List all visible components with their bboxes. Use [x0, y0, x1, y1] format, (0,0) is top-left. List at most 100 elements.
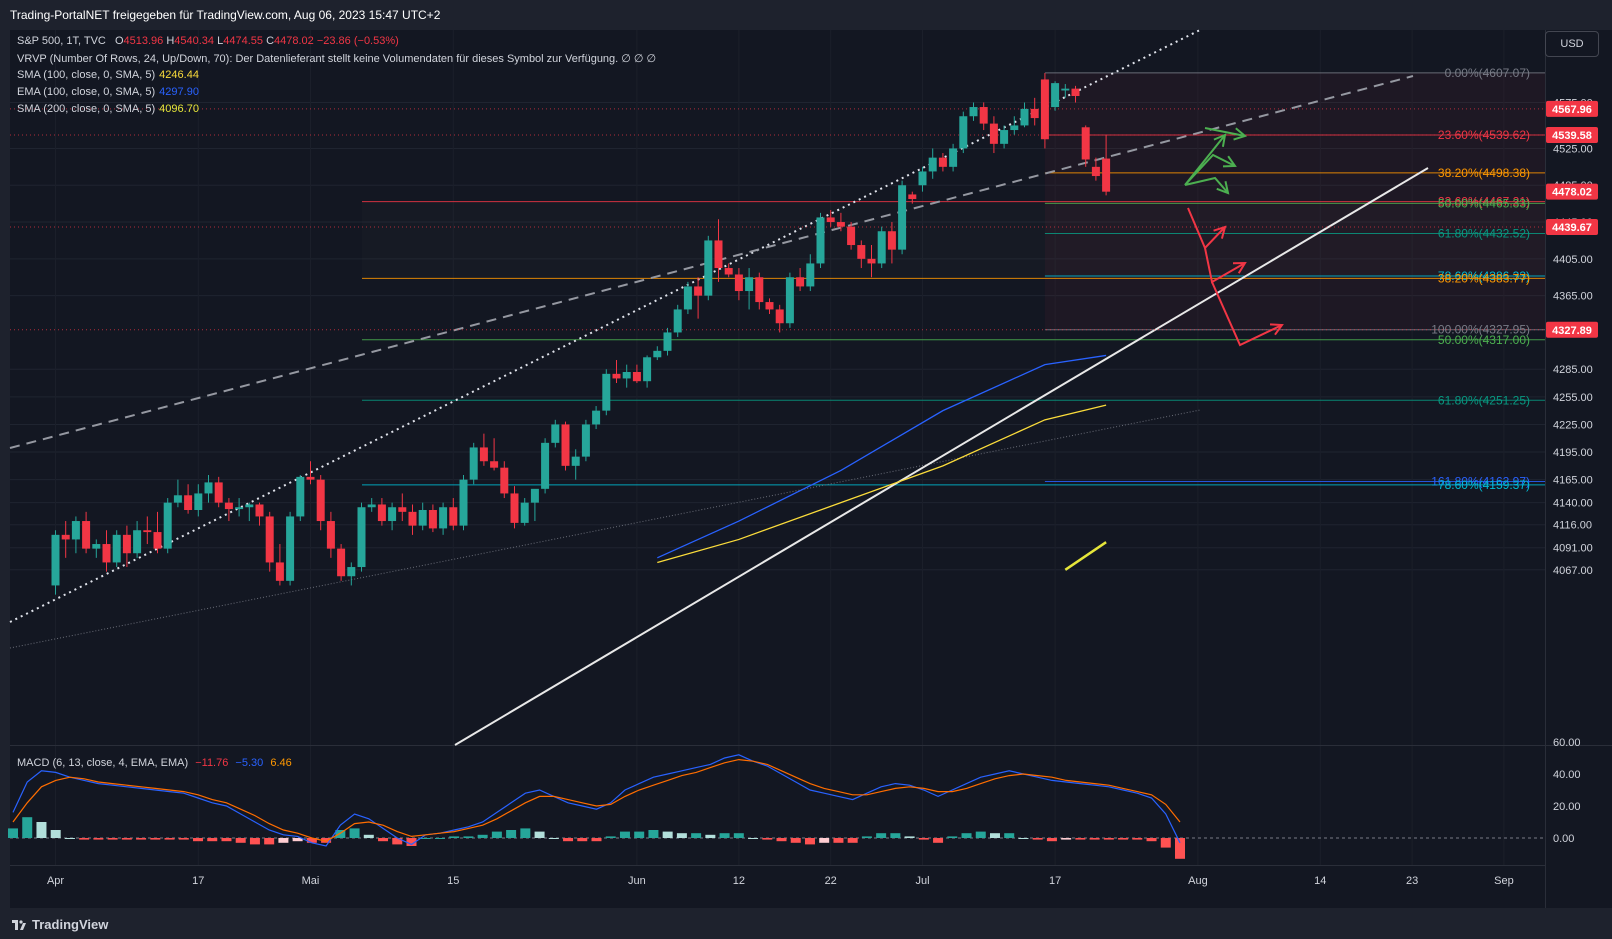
- macd-histogram-bar: [79, 838, 90, 840]
- macd-histogram-bar: [577, 838, 588, 842]
- candle-body: [71, 521, 80, 540]
- macd-histogram-bar: [178, 838, 189, 840]
- macd-histogram-bar: [648, 830, 659, 838]
- legend-close: 4478.02: [274, 35, 314, 47]
- legend-macd-value-3: 6.46: [270, 757, 292, 769]
- candle-body: [683, 286, 692, 310]
- trendline-layer: [9, 29, 1545, 746]
- axis-layer: 4575.004525.004485.004445.004405.004365.…: [47, 97, 1598, 887]
- candle-body: [857, 245, 866, 259]
- macd-histogram-bar: [491, 831, 502, 838]
- candle-body: [122, 534, 131, 554]
- macd-histogram-bar: [392, 838, 403, 845]
- date-tick-label: 22: [825, 875, 837, 887]
- macd-histogram-bar: [64, 838, 75, 839]
- price-tick-label: 4091.00: [1553, 543, 1593, 555]
- candle-body: [418, 510, 427, 526]
- macd-line: [12, 754, 1181, 847]
- macd-histogram-bar: [719, 833, 730, 838]
- macd-histogram-bar: [420, 838, 431, 839]
- candle-body: [102, 544, 111, 563]
- candle-body: [561, 424, 570, 466]
- price-tick-label: 4365.00: [1553, 291, 1593, 303]
- macd-histogram-bar: [748, 838, 759, 839]
- macd-histogram-bar: [8, 828, 18, 838]
- macd-histogram-bar: [876, 833, 887, 838]
- macd-histogram-bar: [22, 817, 33, 838]
- fib-level-label: 61.80%(4432.52): [1438, 227, 1530, 241]
- candle-body: [61, 534, 70, 540]
- legend-sma100-label: SMA (100, close, 0, SMA, 5): [17, 69, 156, 81]
- candle-body: [112, 534, 121, 563]
- legend-macd-label: MACD (6, 13, close, 4, EMA, EMA): [17, 757, 189, 769]
- candle-body: [632, 372, 641, 382]
- candle-body: [908, 194, 917, 200]
- candle-body: [490, 461, 499, 468]
- date-tick-label: Apr: [47, 875, 64, 887]
- price-axis-badge-label: 4327.89: [1552, 325, 1592, 337]
- macd-histogram-bar: [406, 838, 417, 846]
- fib-level-label: 78.60%(4159.37): [1438, 478, 1530, 492]
- currency-button[interactable]: USD: [1545, 31, 1599, 57]
- macd-histogram-bar: [349, 828, 360, 838]
- candle-body: [306, 476, 315, 480]
- candle-body: [898, 185, 907, 250]
- macd-histogram-bar: [306, 838, 317, 843]
- red-arrow-first-head: [1213, 225, 1227, 239]
- candle-body: [347, 567, 356, 577]
- date-tick-label: 23: [1406, 875, 1418, 887]
- candle-body: [265, 516, 274, 563]
- macd-histogram-bar: [363, 834, 374, 838]
- fib-level-label: 38.20%(4498.38): [1438, 166, 1530, 180]
- macd-histogram-bar: [121, 838, 132, 840]
- price-tick-label: 4405.00: [1553, 254, 1593, 266]
- legend-open: 4513.96: [123, 35, 164, 47]
- candle-body: [428, 510, 437, 529]
- macd-histogram-bar: [1160, 838, 1171, 848]
- candle-body: [745, 277, 754, 292]
- rising-support-line: [454, 167, 1429, 746]
- green-arrow-lower: [1184, 176, 1229, 194]
- macd-histogram-bar: [861, 836, 872, 838]
- date-tick-label: 17: [1049, 875, 1061, 887]
- candle-body: [836, 222, 845, 227]
- price-tick-label: 4140.00: [1553, 498, 1593, 510]
- legend-macd: MACD (6, 13, close, 4, EMA, EMA) −11.76 …: [17, 757, 292, 769]
- legend-ema100: EMA (100, close, 0, SMA, 5) 4297.90: [17, 86, 199, 98]
- macd-histogram-bar: [506, 830, 517, 838]
- macd-tick-label: 40.00: [1553, 769, 1581, 781]
- candle-body: [235, 507, 244, 510]
- price-axis-badge-label: 4439.67: [1552, 222, 1592, 234]
- plot-background: [10, 30, 1545, 908]
- candle-body: [612, 373, 621, 379]
- green-arrow-middle: [1184, 153, 1236, 186]
- macd-histogram-bar: [947, 836, 958, 838]
- candle-body: [643, 357, 652, 382]
- candle-body: [1102, 158, 1111, 192]
- candle-body: [316, 479, 325, 522]
- macd-histogram-bar: [591, 838, 602, 842]
- date-tick-label: 14: [1314, 875, 1326, 887]
- macd-histogram-bar: [933, 838, 944, 843]
- candle-body: [143, 530, 152, 533]
- candle-body: [439, 507, 448, 529]
- macd-histogram-bar: [619, 831, 630, 838]
- candle-body: [1071, 88, 1080, 96]
- macd-histogram-bar: [1146, 838, 1157, 842]
- fib-level-label: 50.00%(4465.33): [1438, 196, 1530, 210]
- macd-histogram-bar: [335, 830, 346, 838]
- price-tick-label: 4255.00: [1553, 392, 1593, 404]
- macd-histogram-bar: [520, 828, 531, 838]
- macd-histogram-bar: [847, 838, 858, 843]
- thin-dotted-trendline: [9, 409, 1201, 649]
- macd-histogram-bar: [1075, 838, 1086, 840]
- macd-histogram-bar: [975, 831, 986, 838]
- macd-layer: [8, 754, 1545, 859]
- date-tick-label: Jun: [628, 875, 646, 887]
- price-axis-badge: [1546, 321, 1598, 338]
- candle-body: [928, 157, 937, 172]
- price-tick-label: 4195.00: [1553, 447, 1593, 459]
- candle-body: [959, 116, 968, 149]
- candle-body: [51, 534, 60, 586]
